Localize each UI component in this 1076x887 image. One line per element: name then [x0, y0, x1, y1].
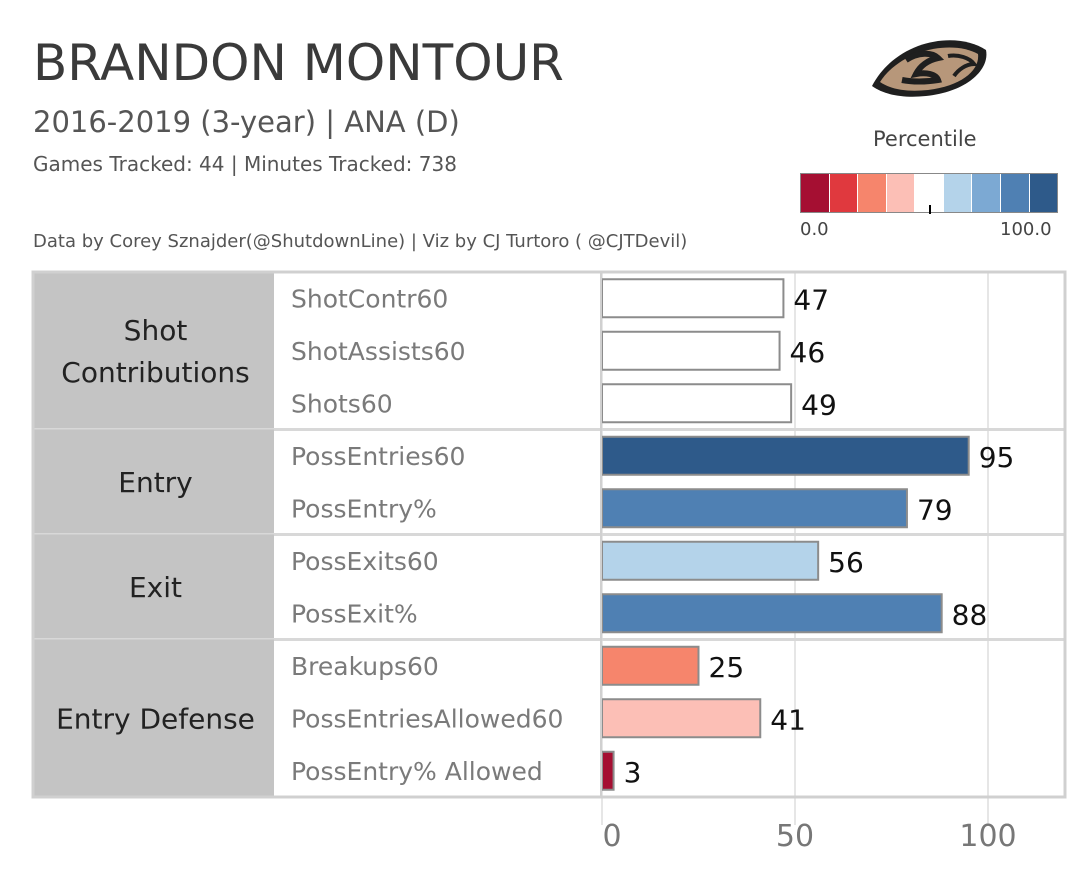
bar: [601, 593, 943, 634]
legend-min-label: 0.0: [800, 219, 829, 240]
legend-swatch: [943, 174, 973, 212]
bar-value-label: 95: [979, 441, 1015, 474]
bar: [601, 330, 781, 371]
bar-value-label: 49: [801, 388, 837, 421]
legend-marker: [929, 205, 931, 214]
legend-swatch: [972, 174, 1001, 212]
bar-value-label: 79: [917, 493, 953, 526]
x-tick-label: 0: [602, 819, 621, 854]
metric-label: PossExit%: [291, 599, 418, 628]
bar-value-label: 88: [952, 598, 988, 631]
metric-label: PossEntry% Allowed: [291, 757, 543, 786]
table-border: [31, 270, 1067, 799]
metric-label: PossExits60: [291, 547, 439, 576]
metric-label: PossEntriesAllowed60: [291, 704, 563, 733]
bar-value-label: 46: [790, 336, 826, 369]
bar: [601, 435, 970, 476]
bar-value-label: 25: [709, 651, 745, 684]
percentile-color-legend: [800, 173, 1058, 213]
bar-value-label: 47: [793, 283, 829, 316]
group-label: Contributions: [61, 356, 249, 389]
bar: [601, 488, 908, 529]
legend-swatch: [886, 174, 916, 212]
metric-label: Breakups60: [291, 652, 439, 681]
legend-swatch: [1029, 174, 1058, 212]
bar-value-label: 56: [828, 546, 864, 579]
metric-label: Shots60: [291, 389, 393, 418]
data-credit-text: Data by Corey Sznajder(@ShutdownLine) | …: [33, 231, 688, 252]
bar: [601, 645, 700, 686]
bar: [601, 278, 785, 319]
group-label-cell: [33, 639, 274, 797]
season-team-subtitle: 2016-2019 (3-year) | ANA (D): [33, 105, 460, 139]
group-label: Shot: [124, 314, 188, 347]
player-name-title: BRANDON MONTOUR: [33, 34, 564, 92]
legend-swatch: [1000, 174, 1030, 212]
bar: [601, 383, 793, 424]
bar: [601, 698, 762, 739]
metric-label: PossEntry%: [291, 494, 437, 523]
metric-label: PossEntries60: [291, 442, 465, 471]
group-label-cell: [33, 429, 274, 535]
group-label: Entry: [118, 466, 193, 499]
bar: [601, 540, 820, 581]
group-label: Entry Defense: [56, 702, 255, 735]
group-label-cell: [33, 272, 274, 430]
metric-label: ShotAssists60: [291, 337, 466, 366]
legend-title: Percentile: [873, 127, 977, 151]
metric-label: ShotContr60: [291, 284, 448, 313]
team-logo: [872, 40, 987, 97]
legend-swatch: [829, 174, 859, 212]
x-tick-label: 50: [776, 819, 814, 854]
legend-max-label: 100.0: [1000, 219, 1052, 240]
x-tick-label: 100: [959, 819, 1016, 854]
bar: [601, 750, 615, 791]
legend-swatch: [858, 174, 887, 212]
bar-value-label: 3: [624, 756, 642, 789]
bar-value-label: 41: [770, 703, 806, 736]
games-tracked-text: Games Tracked: 44 | Minutes Tracked: 738: [33, 152, 457, 176]
group-label: Exit: [129, 571, 182, 604]
legend-swatch: [801, 174, 830, 212]
group-label-cell: [33, 534, 274, 640]
